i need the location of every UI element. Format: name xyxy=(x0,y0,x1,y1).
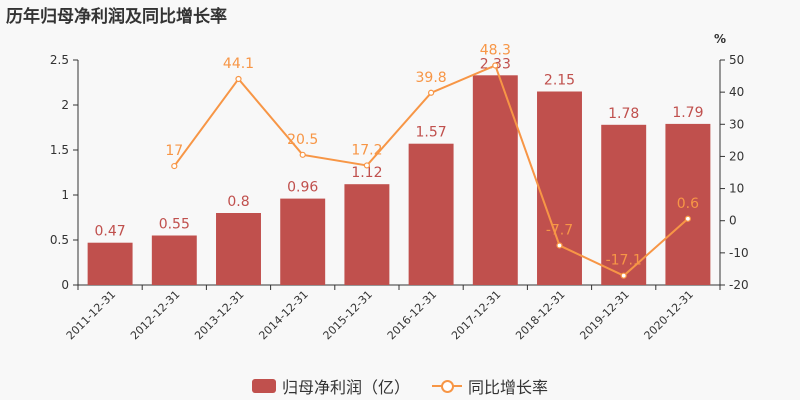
bar-value-label: 1.78 xyxy=(608,106,639,122)
x-tick-label: 2011-12-31 xyxy=(64,288,118,342)
line-point xyxy=(299,151,306,158)
line-point xyxy=(171,162,178,170)
y-right-tick-label: 10 xyxy=(729,182,744,196)
bar-value-label: 1.57 xyxy=(416,125,447,141)
y-right-tick-label: 0 xyxy=(729,214,737,228)
legend: 归母净利润（亿） 同比增长率 xyxy=(0,374,800,398)
line-value-label: -7.7 xyxy=(546,222,573,238)
bar xyxy=(216,213,261,285)
x-tick-label: 2015-12-31 xyxy=(321,288,375,342)
bar xyxy=(344,184,390,285)
legend-bar-swatch xyxy=(251,379,276,393)
line-value-label: 44.1 xyxy=(223,56,254,72)
line-point xyxy=(492,62,499,69)
y-left-tick-label: 0 xyxy=(61,278,69,292)
line-point xyxy=(428,89,435,96)
x-tick-label: 2016-12-31 xyxy=(385,288,439,342)
legend-item-bar[interactable]: 归母净利润（亿） xyxy=(251,374,410,398)
legend-line-swatch xyxy=(432,379,462,393)
y-left-tick-label: 2 xyxy=(61,98,69,112)
bar xyxy=(408,143,454,285)
bar-value-label: 0.96 xyxy=(287,180,318,196)
y-right-tick-label: 50 xyxy=(729,53,744,67)
bar-value-label: 0.55 xyxy=(159,217,190,233)
x-tick-label: 2019-12-31 xyxy=(577,288,631,342)
bar-value-label: 1.79 xyxy=(672,105,703,121)
y-left-tick-label: 1.5 xyxy=(50,143,69,157)
chart-title: 历年归母净利润及同比增长率 xyxy=(6,7,227,27)
line-value-label: 48.3 xyxy=(480,42,511,58)
bar xyxy=(87,242,133,285)
y-left-tick-label: 1 xyxy=(61,188,69,202)
line-point xyxy=(235,75,242,83)
line-value-label: 17 xyxy=(165,143,183,159)
y-right-tick-label: 20 xyxy=(729,149,744,163)
y-left-tick-label: 2.5 xyxy=(50,53,69,67)
x-tick-label: 2014-12-31 xyxy=(256,288,310,342)
x-tick-label: 2013-12-31 xyxy=(192,288,246,342)
line-value-label: 39.8 xyxy=(416,70,447,86)
x-tick-label: 2017-12-31 xyxy=(449,288,503,342)
x-tick-label: 2020-12-31 xyxy=(642,288,696,342)
bar-value-label: 0.47 xyxy=(95,224,126,240)
y-right-tick-label: -20 xyxy=(729,278,749,292)
bar-value-label: 1.12 xyxy=(351,165,382,181)
line-point xyxy=(556,242,563,249)
y-right-tick-label: 30 xyxy=(729,117,744,131)
y-right-tick-label: -10 xyxy=(729,246,749,260)
bar xyxy=(280,198,326,285)
line-value-label: 0.6 xyxy=(677,196,699,212)
line-value-label: 17.2 xyxy=(351,142,382,158)
line-value-label: 20.5 xyxy=(287,132,318,148)
line-value-label: -17.1 xyxy=(606,253,642,269)
bar-value-label: 0.8 xyxy=(227,194,249,210)
line-point xyxy=(684,215,692,222)
legend-line-label: 同比增长率 xyxy=(468,378,549,397)
line-point xyxy=(620,272,627,279)
x-tick-label: 2012-12-31 xyxy=(128,288,182,342)
y-right-tick-label: 40 xyxy=(729,85,744,99)
y-right-unit: % xyxy=(714,32,726,46)
legend-item-line[interactable]: 同比增长率 xyxy=(432,374,548,398)
bar-value-label: 2.15 xyxy=(544,73,575,89)
bar xyxy=(665,123,711,286)
line-point xyxy=(363,162,370,169)
bar xyxy=(537,91,582,285)
x-tick-label: 2018-12-31 xyxy=(513,288,567,342)
y-left-tick-label: 0.5 xyxy=(50,233,69,247)
legend-bar-label: 归母净利润（亿） xyxy=(281,378,410,397)
bar xyxy=(151,235,197,285)
bar xyxy=(601,124,647,285)
